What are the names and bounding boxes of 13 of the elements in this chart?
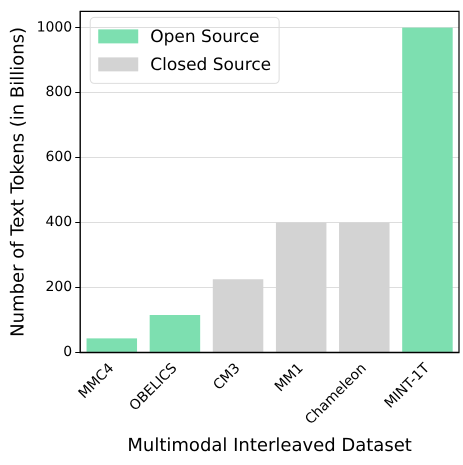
x-axis-title: Multimodal Interleaved Dataset: [127, 434, 412, 456]
y-tick-label: 200: [45, 279, 72, 296]
legend-label: Closed Source: [150, 54, 272, 75]
y-tick-label: 400: [45, 214, 72, 230]
y-axis-title: Number of Text Tokens (in Billions): [7, 26, 28, 337]
bar: [402, 28, 453, 352]
y-tick-label: 800: [45, 84, 72, 100]
bar: [150, 315, 200, 352]
legend-label: Open Source: [150, 26, 260, 47]
y-tick-label: 1000: [36, 19, 72, 36]
y-tick-label: 0: [63, 344, 72, 360]
y-tick-label: 600: [45, 149, 72, 166]
bar: [86, 338, 138, 352]
